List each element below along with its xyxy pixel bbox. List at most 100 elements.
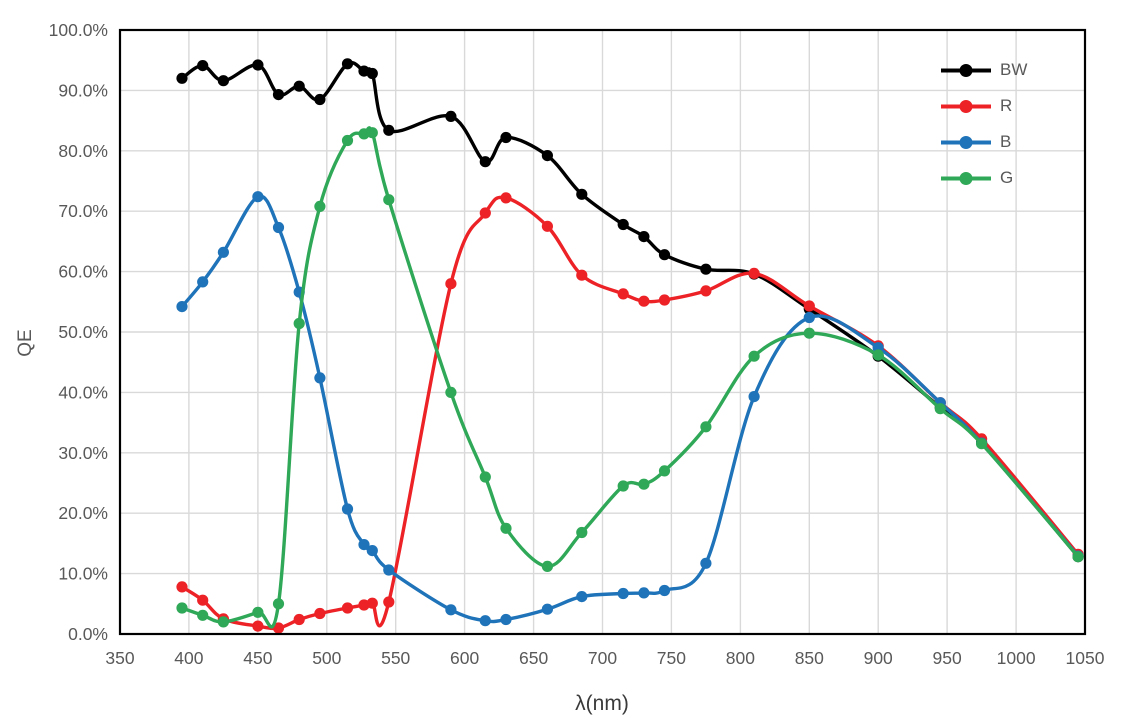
data-point-R <box>803 300 815 312</box>
data-point-G <box>272 598 285 610</box>
data-point-R <box>176 581 188 593</box>
data-point-B <box>658 584 671 597</box>
plot-border <box>118 28 1087 636</box>
legend-label-G: G <box>1000 168 1014 187</box>
data-point-B <box>272 221 285 234</box>
data-point-G <box>314 200 326 212</box>
y-tick-label: 100.0% <box>49 20 108 40</box>
legend-item-BW: BW <box>941 52 1027 88</box>
legend-swatch-R <box>941 99 991 113</box>
y-tick-labels: 0.0% 10.0% 20.0% 30.0% 40.0% 50.0% 60.0% 70.0% 8… <box>49 20 108 644</box>
data-point-G <box>341 134 354 147</box>
data-point-R <box>366 597 378 609</box>
data-point-R <box>252 620 264 632</box>
data-point-BW <box>576 188 588 200</box>
legend-marker-B <box>959 135 973 149</box>
x-axis-title: λ(nm) <box>575 692 629 715</box>
data-point-B <box>479 615 491 627</box>
data-point-B <box>700 557 712 569</box>
data-point-G <box>576 526 588 539</box>
data-point-G <box>803 327 815 339</box>
y-tick-label: 60.0% <box>58 262 108 282</box>
data-point-B <box>252 191 264 203</box>
x-tick-label: 450 <box>243 648 272 668</box>
legend-marker-BW <box>959 63 973 77</box>
data-point-BW <box>658 249 671 261</box>
data-point-R <box>576 269 588 281</box>
data-point-BW <box>479 156 491 168</box>
data-point-G <box>934 403 946 415</box>
legend-item-B: B <box>941 124 1027 160</box>
data-point-B <box>366 545 378 557</box>
legend-marker-R <box>959 99 973 113</box>
data-point-B <box>541 603 554 615</box>
data-point-R <box>541 220 554 232</box>
data-point-R <box>272 622 285 634</box>
data-point-B <box>803 311 815 324</box>
data-point-BW <box>541 150 554 162</box>
legend-item-G: G <box>941 160 1027 196</box>
x-tick-label: 750 <box>657 648 686 668</box>
x-tick-labels: 350 400 450 500 550 600 650 700 750 800 850 900 950 1… <box>105 648 1104 668</box>
data-point-R <box>383 596 395 608</box>
data-point-G <box>700 421 712 433</box>
data-point-R <box>638 295 650 307</box>
data-point-BW <box>293 80 305 92</box>
data-point-G <box>217 616 229 628</box>
y-tick-label: 80.0% <box>58 141 108 161</box>
series-G <box>176 126 1084 629</box>
data-point-R <box>197 594 209 606</box>
y-tick-label: 90.0% <box>58 80 108 100</box>
data-point-R <box>314 607 326 620</box>
data-point-B <box>500 613 512 626</box>
y-tick-label: 30.0% <box>58 443 108 463</box>
data-point-G <box>358 128 370 140</box>
legend-label-BW: BW <box>1000 60 1028 79</box>
data-point-B <box>748 391 760 403</box>
legend-label-R: R <box>1000 96 1013 115</box>
data-point-BW <box>617 218 629 231</box>
x-tick-label: 400 <box>174 648 203 668</box>
x-tick-label: 550 <box>381 648 410 668</box>
data-point-G <box>383 194 395 206</box>
x-tick-label: 900 <box>864 648 893 668</box>
data-point-BW <box>341 58 354 70</box>
data-point-BW <box>252 59 264 71</box>
data-point-BW <box>314 93 326 106</box>
series-BW <box>176 58 1084 563</box>
data-point-B <box>358 539 370 551</box>
data-point-G <box>1072 551 1084 563</box>
legend-swatch-BW <box>941 63 991 77</box>
data-point-B <box>341 503 354 515</box>
legend-label-B: B <box>1000 132 1012 151</box>
data-point-G <box>445 386 457 398</box>
x-tick-label: 500 <box>312 648 341 668</box>
data-point-BW <box>272 89 285 101</box>
data-point-R <box>445 278 457 290</box>
legend: BW R B G <box>941 52 1027 196</box>
data-point-R <box>658 294 671 306</box>
series-R <box>176 192 1084 634</box>
data-point-G <box>366 127 378 139</box>
x-tick-label: 650 <box>519 648 548 668</box>
series-B <box>176 191 1084 627</box>
data-point-R <box>748 267 760 279</box>
data-point-BW <box>197 60 209 72</box>
data-point-B <box>217 246 229 258</box>
data-point-B <box>617 587 629 600</box>
x-tick-label: 350 <box>105 648 134 668</box>
x-tick-label: 1050 <box>1066 648 1105 668</box>
data-point-G <box>197 609 209 621</box>
data-point-R <box>479 207 491 219</box>
data-point-BW <box>638 231 650 243</box>
x-tick-label: 1000 <box>997 648 1036 668</box>
data-point-G <box>252 606 264 618</box>
data-point-BW <box>176 72 188 84</box>
data-point-B <box>197 276 209 288</box>
data-point-G <box>479 471 491 483</box>
x-tick-label: 850 <box>795 648 824 668</box>
data-point-G <box>872 349 884 361</box>
data-point-BW <box>700 263 712 275</box>
data-point-BW <box>383 124 395 136</box>
